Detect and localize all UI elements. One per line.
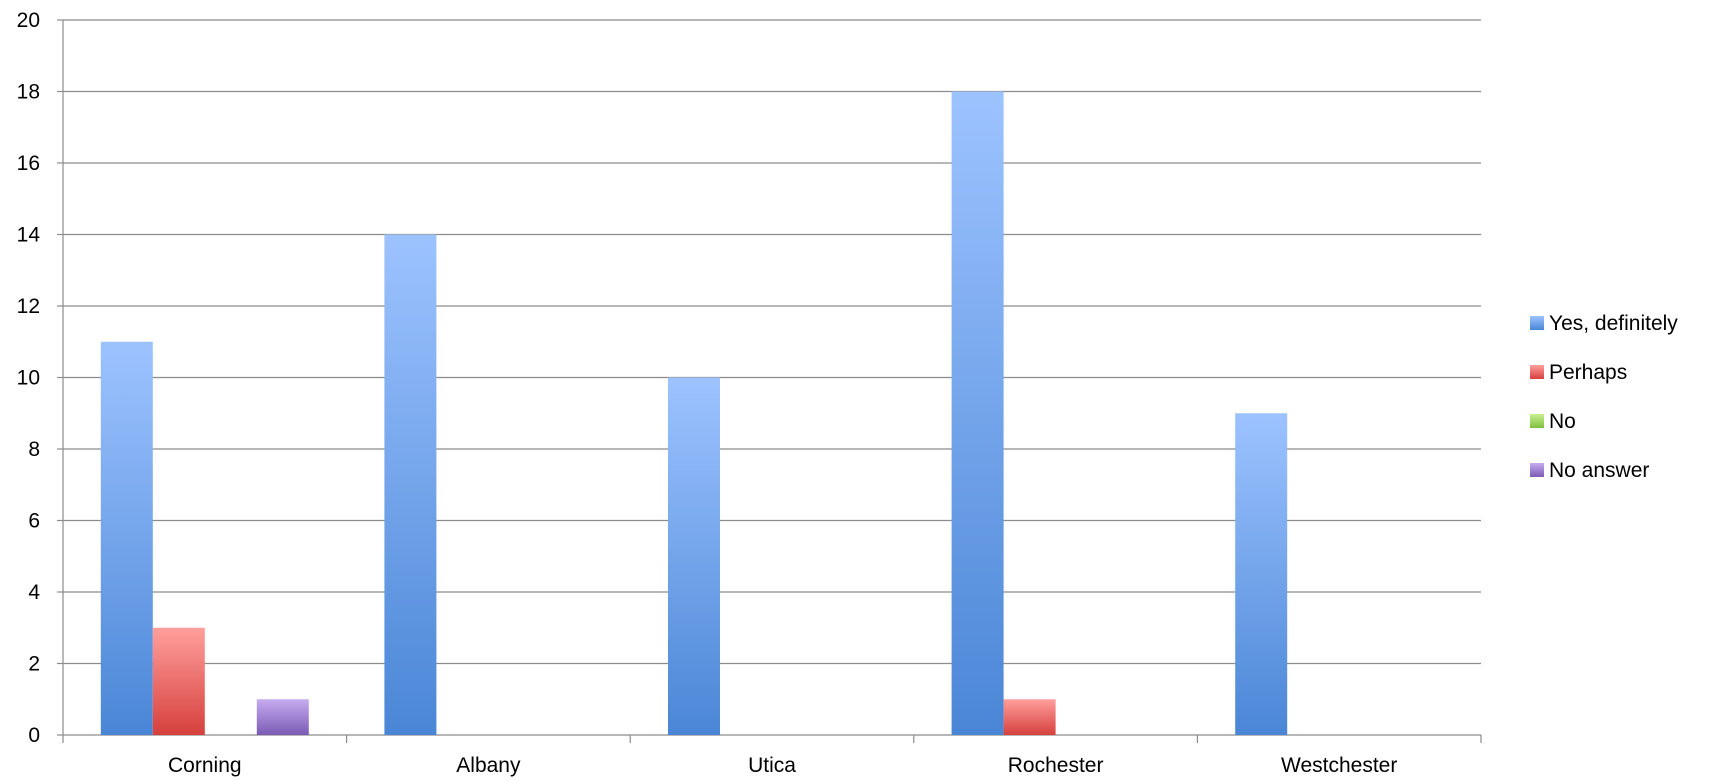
bars (100, 91, 1288, 735)
y-tick-label: 12 (17, 295, 40, 318)
y-tick-label: 10 (17, 367, 40, 390)
bar-yes-definitely-corning (100, 341, 153, 735)
legend-swatch (1530, 463, 1544, 477)
y-tick-label: 14 (17, 224, 41, 247)
y-tick-label: 20 (17, 9, 40, 32)
y-tick-label: 0 (28, 724, 40, 747)
legend-swatch (1530, 365, 1544, 379)
bar-yes-definitely-albany (384, 234, 437, 735)
x-tick-label: Westchester (1281, 754, 1397, 777)
y-tick-label: 4 (28, 581, 40, 604)
y-tick-label: 2 (28, 653, 40, 676)
bar-perhaps-corning (152, 627, 205, 735)
x-tick-labels: Corning Albany Utica Rochester Westchester (168, 754, 1397, 777)
bar-yes-definitely-rochester (951, 91, 1004, 735)
legend: Yes, definitely Perhaps No No answer (1530, 312, 1678, 482)
y-tick-labels: 0 2 4 6 8 10 12 14 16 18 20 (17, 9, 41, 747)
grid-lines (63, 19, 1481, 665)
legend-label: Perhaps (1549, 361, 1627, 384)
bar-perhaps-rochester (1003, 699, 1056, 735)
y-tick-label: 16 (17, 152, 40, 175)
bar-yes-definitely-westchester (1235, 413, 1288, 735)
bar-yes-definitely-utica (668, 377, 720, 735)
legend-label: Yes, definitely (1549, 312, 1678, 335)
x-tick-label: Rochester (1008, 754, 1104, 777)
y-tick-label: 6 (28, 510, 40, 533)
x-tick-label: Utica (748, 754, 796, 777)
legend-label: No answer (1549, 459, 1649, 482)
y-tick-label: 8 (28, 438, 40, 461)
x-tick-label: Albany (456, 754, 521, 777)
bar-no-answer-corning (256, 699, 309, 735)
legend-label: No (1549, 410, 1576, 433)
legend-swatch (1530, 414, 1544, 428)
legend-swatch (1530, 316, 1544, 330)
x-tick-label: Corning (168, 754, 242, 777)
y-tick-label: 18 (17, 81, 40, 104)
